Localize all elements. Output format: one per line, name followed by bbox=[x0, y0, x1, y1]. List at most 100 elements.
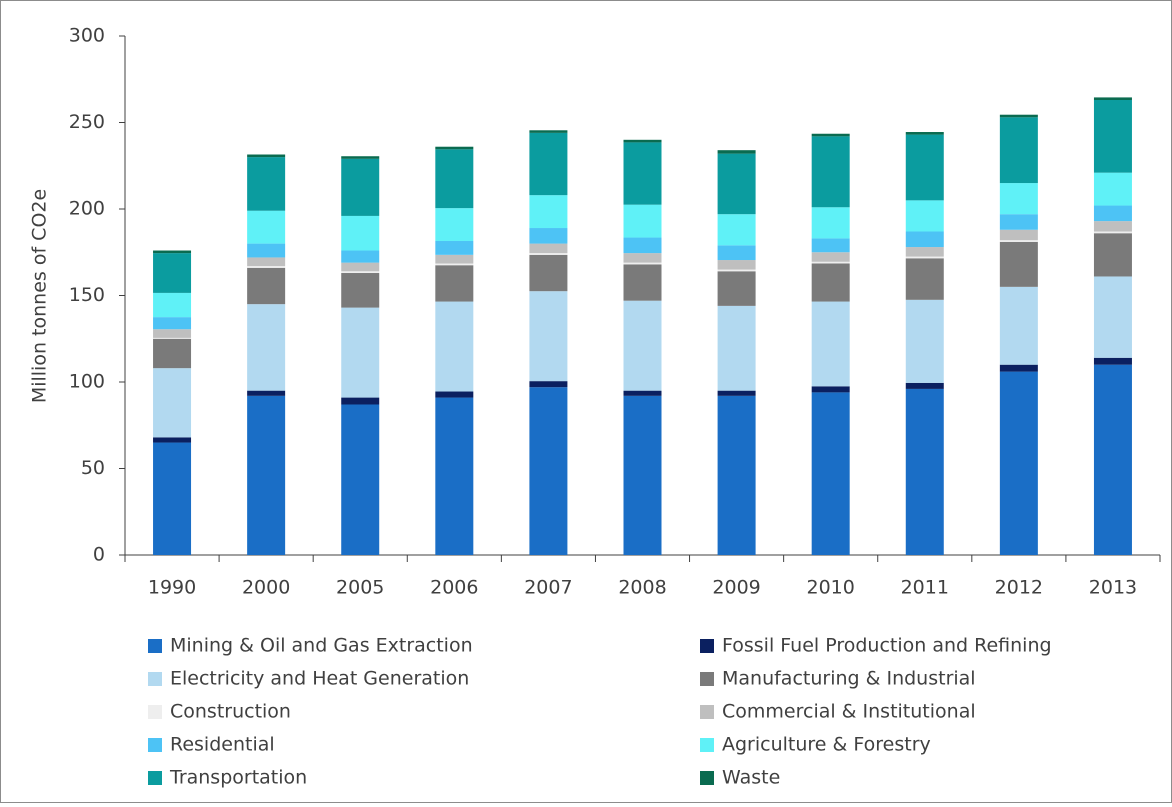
bar-segment bbox=[341, 307, 380, 398]
x-tick-label: 2007 bbox=[524, 577, 572, 599]
x-tick-label: 2008 bbox=[618, 577, 666, 599]
bar-segment bbox=[811, 386, 850, 393]
bar-segment bbox=[153, 292, 192, 318]
bar-segment bbox=[153, 250, 192, 254]
bar-segment bbox=[341, 262, 380, 272]
bar-segment bbox=[999, 214, 1038, 230]
bar-segment bbox=[905, 258, 944, 300]
legend-swatch bbox=[700, 705, 714, 719]
y-tick-label: 100 bbox=[69, 371, 105, 393]
bar-segment bbox=[435, 263, 474, 266]
bar-segment bbox=[153, 253, 192, 293]
y-tick-label: 300 bbox=[69, 25, 105, 47]
bar-segment bbox=[1093, 205, 1132, 222]
legend-swatch bbox=[148, 738, 162, 752]
bar-segment bbox=[999, 364, 1038, 372]
bar-segment bbox=[905, 134, 944, 201]
bar-segment bbox=[153, 442, 192, 555]
bar-segment bbox=[1093, 97, 1132, 101]
bar-segment bbox=[247, 266, 286, 268]
bar-segment bbox=[999, 114, 1038, 118]
bar-segment bbox=[153, 337, 192, 339]
bar-segment bbox=[341, 273, 380, 308]
bar-segment bbox=[247, 267, 286, 305]
x-tick-label: 2013 bbox=[1089, 577, 1137, 599]
bar-segment bbox=[435, 265, 474, 302]
bar-segment bbox=[999, 240, 1038, 242]
bar-segment bbox=[905, 388, 944, 555]
bar-segment bbox=[717, 269, 756, 272]
bar-segment bbox=[623, 262, 662, 265]
x-tick-label: 2005 bbox=[336, 577, 384, 599]
bar-segment bbox=[435, 397, 474, 555]
bar-segment bbox=[811, 136, 850, 208]
bar-segment bbox=[247, 390, 286, 396]
bar-segment bbox=[153, 368, 192, 438]
bar-segment bbox=[623, 264, 662, 301]
bar-segment bbox=[623, 253, 662, 263]
bar-segment bbox=[1093, 231, 1132, 234]
bar-segment bbox=[905, 132, 944, 135]
bar-segment bbox=[247, 257, 286, 267]
bar-segment bbox=[1093, 364, 1132, 555]
bar-segment bbox=[153, 437, 192, 443]
bar-segment bbox=[341, 397, 380, 405]
bar-segment bbox=[811, 133, 850, 137]
bar-segment bbox=[1093, 221, 1132, 232]
bar-segment bbox=[999, 371, 1038, 555]
bar-segment bbox=[435, 146, 474, 150]
bar-segment bbox=[905, 382, 944, 389]
bar-segment bbox=[811, 207, 850, 239]
bar-segment bbox=[341, 156, 380, 159]
bar-segment bbox=[717, 214, 756, 246]
bar-segment bbox=[247, 210, 286, 244]
legend-label: Agriculture & Forestry bbox=[722, 734, 931, 756]
bar-segment bbox=[623, 300, 662, 391]
bar-segment bbox=[811, 261, 850, 264]
bar-segment bbox=[341, 250, 380, 263]
bar-segment bbox=[529, 130, 568, 133]
bar-segment bbox=[153, 329, 192, 338]
legend-label: Transportation bbox=[169, 767, 307, 789]
bar-segment bbox=[247, 243, 286, 258]
bar-segment bbox=[717, 245, 756, 261]
legend-label: Manufacturing & Industrial bbox=[722, 668, 976, 690]
y-tick-label: 50 bbox=[81, 457, 105, 479]
bar-segment bbox=[717, 305, 756, 391]
bar-segment bbox=[529, 291, 568, 382]
bar-segment bbox=[623, 390, 662, 396]
bar-segment bbox=[247, 395, 286, 555]
bar-segment bbox=[905, 247, 944, 257]
bar-segment bbox=[1093, 233, 1132, 277]
legend-label: Mining & Oil and Gas Extraction bbox=[170, 635, 473, 657]
bar-segment bbox=[435, 254, 474, 264]
legend-label: Construction bbox=[170, 701, 291, 723]
x-tick-label: 1990 bbox=[148, 577, 196, 599]
bar-segment bbox=[999, 286, 1038, 365]
bar-segment bbox=[623, 237, 662, 254]
bar-segment bbox=[435, 301, 474, 392]
bar-segment bbox=[529, 253, 568, 255]
bar-segment bbox=[1093, 276, 1132, 358]
legend-label: Commercial & Institutional bbox=[722, 701, 976, 723]
bar-segment bbox=[623, 139, 662, 143]
bar-segment bbox=[905, 200, 944, 232]
legend-swatch bbox=[148, 672, 162, 686]
y-tick-label: 250 bbox=[69, 111, 105, 133]
bar-segment bbox=[905, 299, 944, 383]
bar-segment bbox=[1093, 357, 1132, 365]
bar-segment bbox=[623, 204, 662, 238]
bar-segment bbox=[623, 395, 662, 555]
bar-segment bbox=[811, 392, 850, 555]
legend-swatch bbox=[148, 639, 162, 653]
bar-segment bbox=[341, 271, 380, 274]
bar-segment bbox=[435, 208, 474, 242]
bar-segment bbox=[717, 260, 756, 270]
bar-segment bbox=[717, 150, 756, 154]
bar-segment bbox=[717, 390, 756, 396]
y-tick-label: 150 bbox=[69, 284, 105, 306]
bar-segment bbox=[999, 117, 1038, 184]
bar-segment bbox=[529, 381, 568, 388]
bar-segment bbox=[905, 231, 944, 248]
